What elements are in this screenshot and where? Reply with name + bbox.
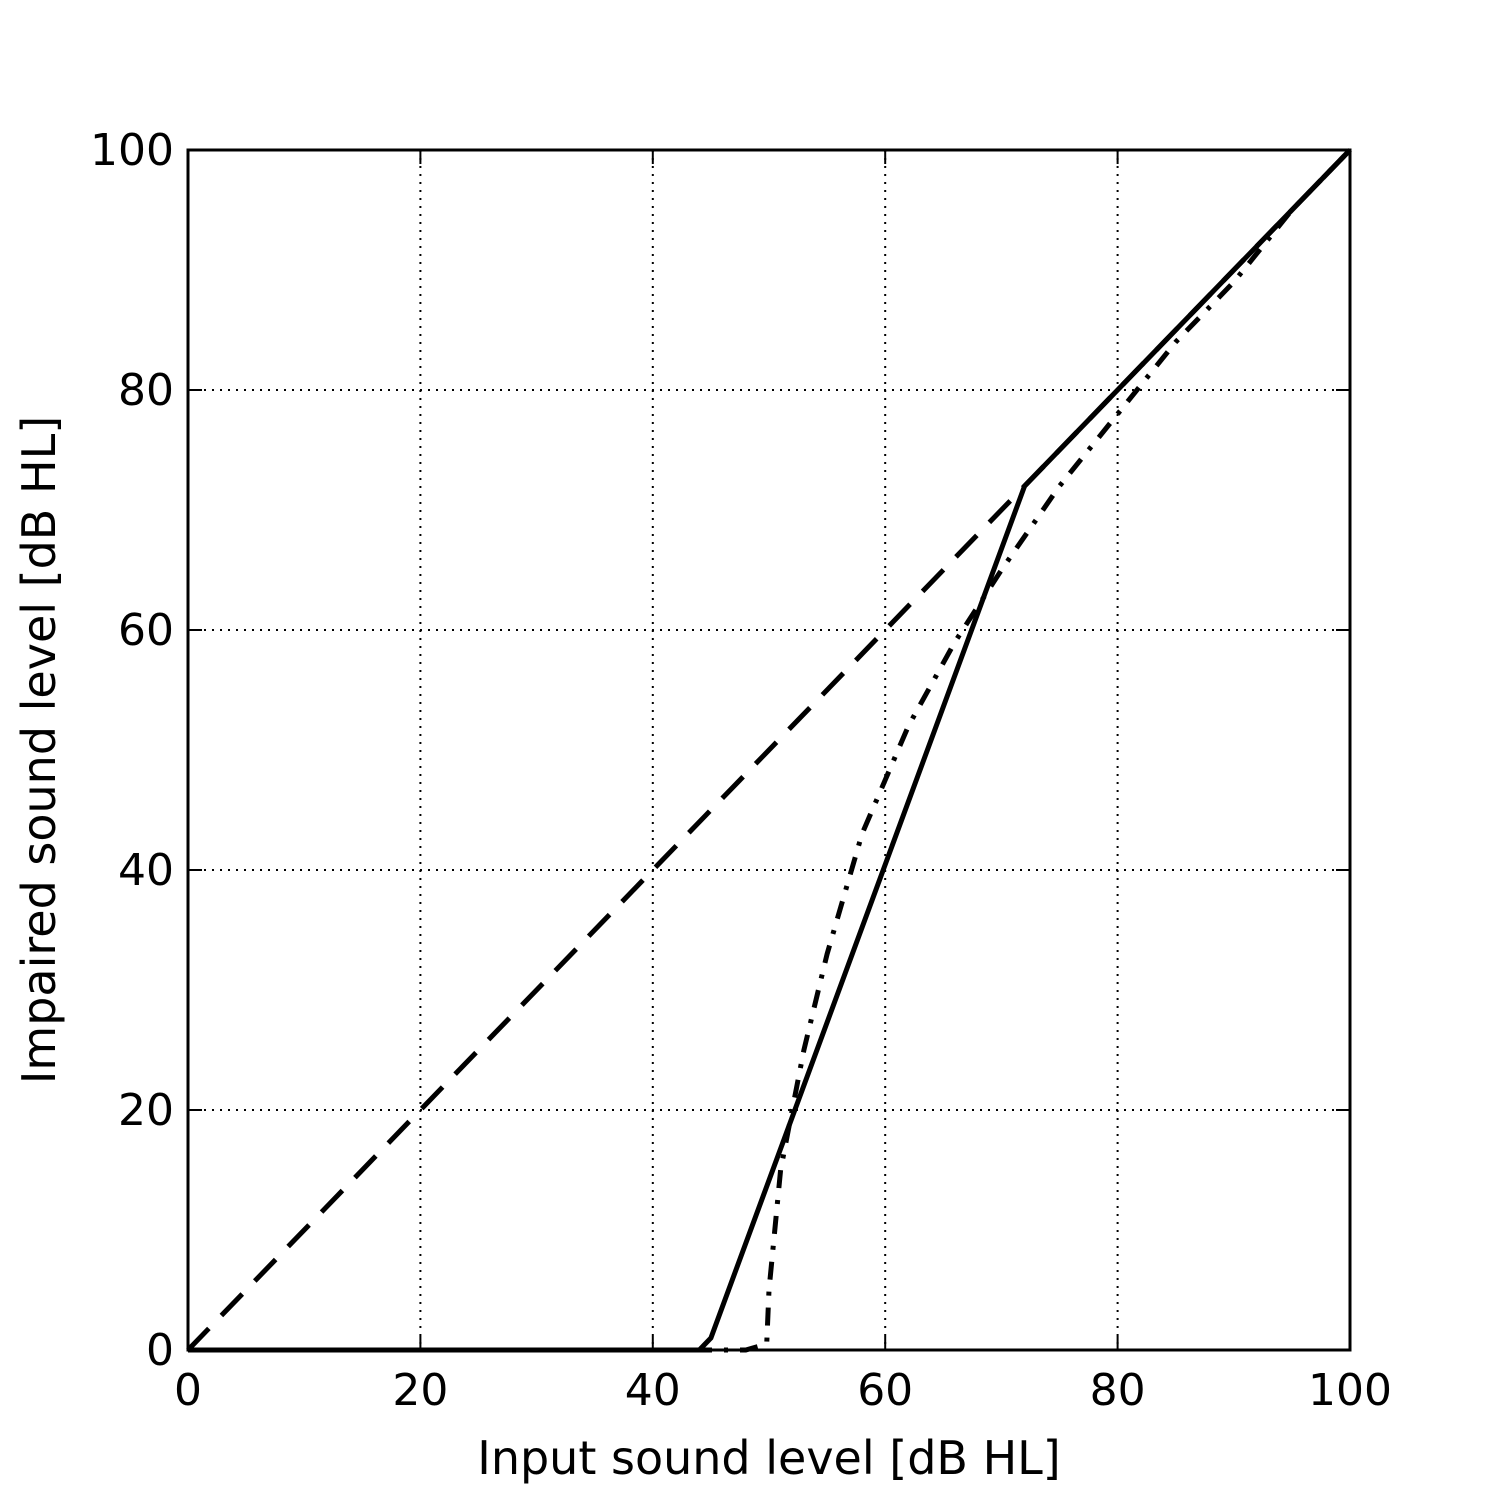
series-group bbox=[186, 148, 1352, 1353]
y-tick-label: 0 bbox=[146, 1325, 174, 1376]
axis-ticks: 0 20 40 60 80 100 0 20 40 60 80 100 bbox=[90, 125, 1392, 1416]
x-tick-label: 0 bbox=[174, 1365, 202, 1416]
plot-area-frame bbox=[186, 148, 1352, 1352]
x-tick-label: 40 bbox=[625, 1365, 681, 1416]
y-axis-label: Impaired sound level [dB HL] bbox=[12, 416, 66, 1084]
x-tick-label: 60 bbox=[857, 1365, 913, 1416]
x-tick-label: 100 bbox=[1308, 1365, 1392, 1416]
y-tick-label: 20 bbox=[118, 1085, 174, 1136]
series-line-dash-dot bbox=[188, 148, 1352, 1353]
y-tick-label: 100 bbox=[90, 125, 174, 176]
y-tick-label: 40 bbox=[118, 845, 174, 896]
y-tick-label: 80 bbox=[118, 365, 174, 416]
x-tick-label: 80 bbox=[1090, 1365, 1146, 1416]
grid bbox=[188, 150, 1350, 1350]
y-tick-label: 60 bbox=[118, 605, 174, 656]
x-tick-label: 20 bbox=[392, 1365, 448, 1416]
x-axis-label: Input sound level [dB HL] bbox=[477, 1431, 1060, 1485]
